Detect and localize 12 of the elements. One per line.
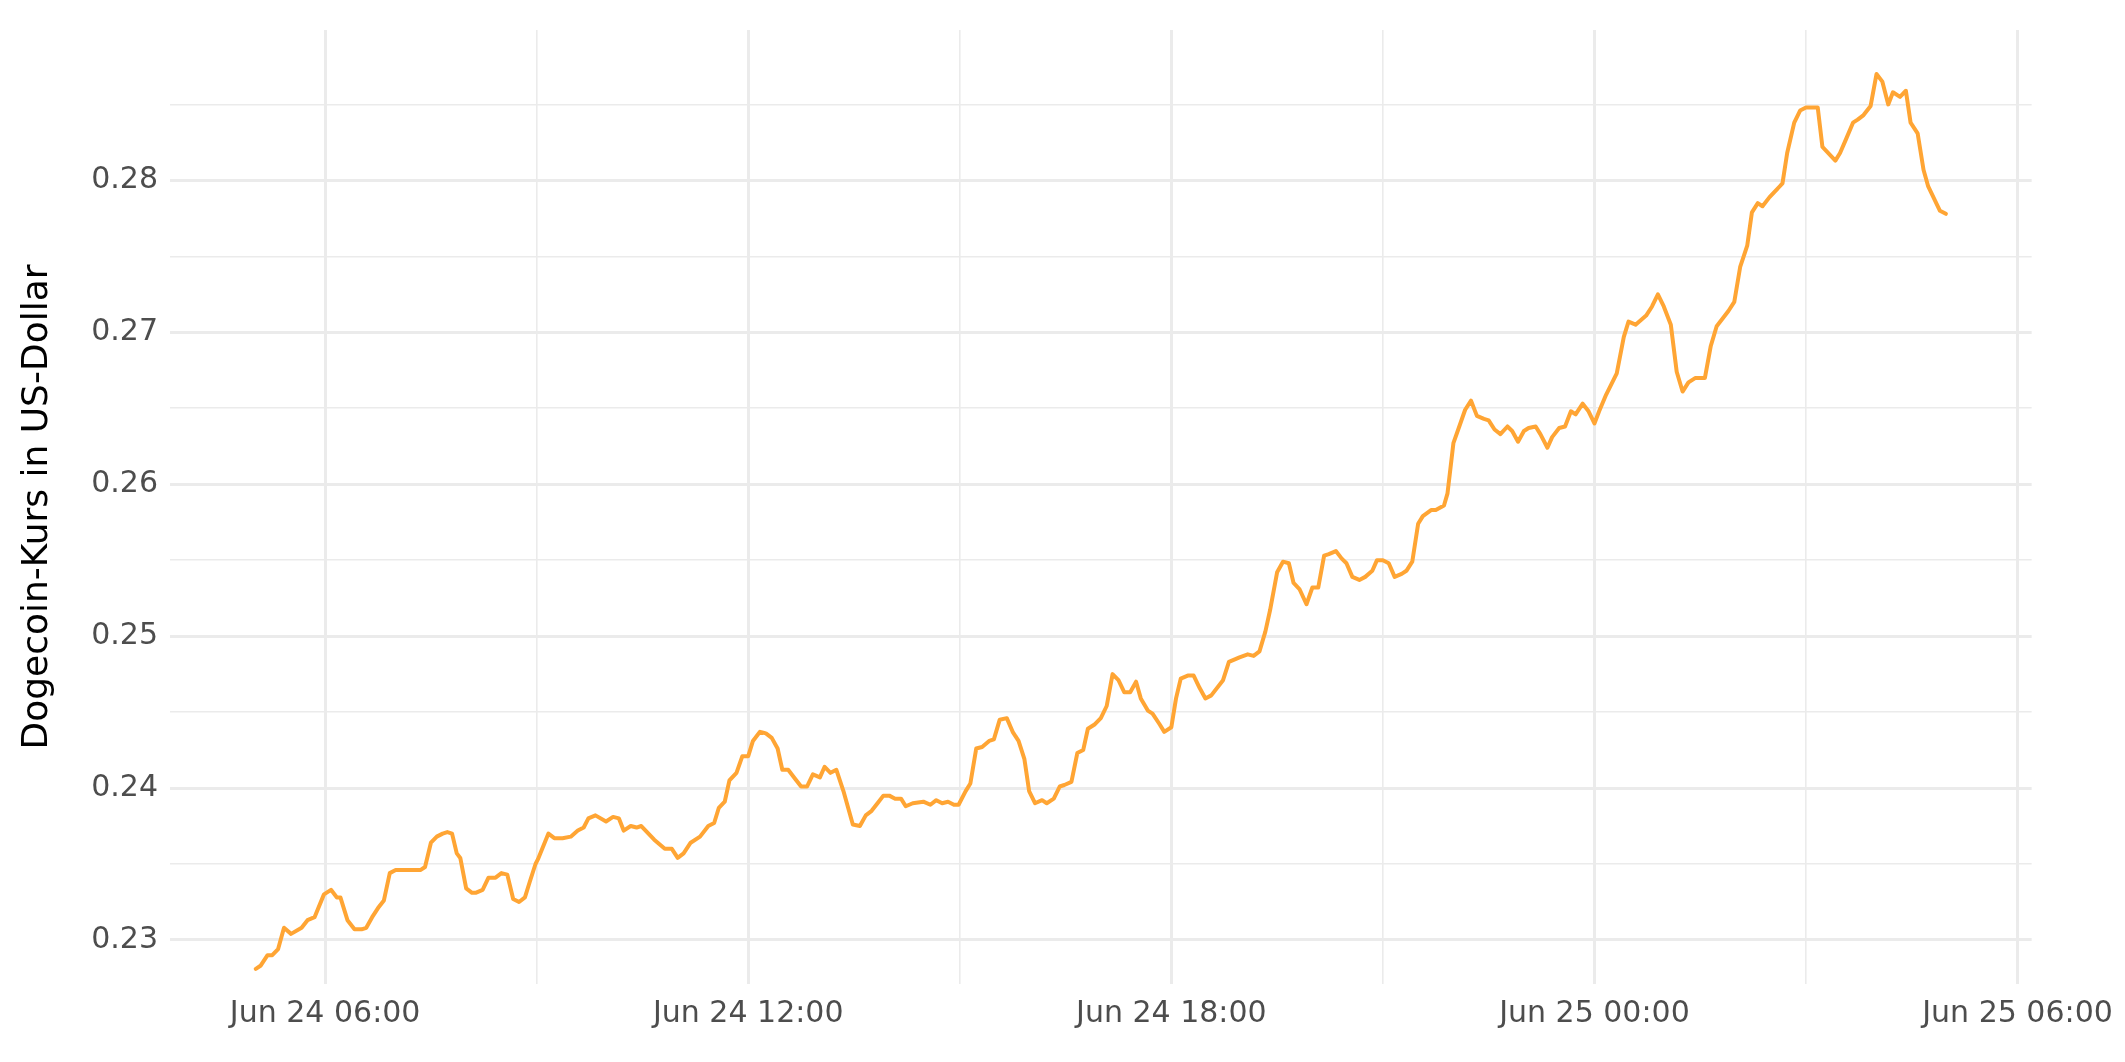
x-tick-label: Jun 24 06:00 [227, 993, 421, 1029]
x-tick-label: Jun 25 00:00 [1497, 993, 1690, 1029]
y-axis-title: Dogecoin-Kurs in US-Dollar [13, 264, 55, 750]
y-tick-label: 0.27 [91, 312, 158, 348]
x-tick-label: Jun 25 06:00 [1920, 993, 2113, 1029]
x-tick-label: Jun 24 18:00 [1074, 993, 1267, 1029]
y-tick-label: 0.24 [91, 767, 158, 803]
y-tick-label: 0.28 [91, 160, 158, 196]
y-tick-label: 0.25 [91, 615, 158, 651]
x-tick-label: Jun 24 12:00 [650, 993, 844, 1029]
y-tick-label: 0.26 [91, 464, 158, 500]
y-tick-label: 0.23 [91, 919, 158, 955]
